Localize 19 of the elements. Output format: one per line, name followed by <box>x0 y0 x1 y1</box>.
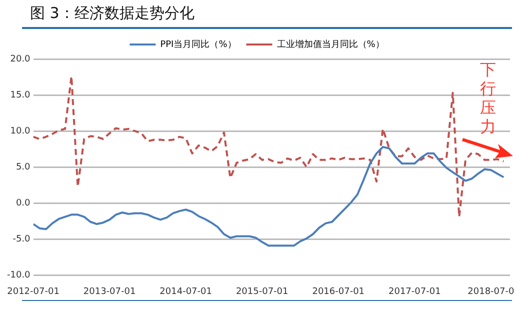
y-tick-label: 10.0 <box>10 126 31 136</box>
y-tick-label: -5.0 <box>12 234 31 245</box>
x-tick-label: 2017-07-01 <box>388 286 441 297</box>
legend-label: 工业增加值当月同比（%） <box>276 38 384 50</box>
x-tick-label: 2013-07-01 <box>83 286 136 297</box>
line-series <box>33 75 505 218</box>
y-tick-label: 20.0 <box>10 54 31 64</box>
x-tick-label: 2012-07-01 <box>7 286 60 297</box>
y-tick-label: 0.0 <box>16 198 31 208</box>
y-tick-label: 5.0 <box>16 162 31 172</box>
x-tick-label: 2014-07-01 <box>160 286 212 297</box>
chart-title: 图 3：经济数据走势分化 <box>30 4 194 23</box>
x-tick-label: 2015-07-01 <box>236 286 288 297</box>
y-tick-label: 15.0 <box>10 90 31 100</box>
legend-label: PPI当月同比（%） <box>160 38 236 50</box>
x-tick-label: 2018-07-0 <box>468 286 514 297</box>
x-tick-label: 2016-07-01 <box>312 286 365 297</box>
y-tick-label: -10.0 <box>6 270 31 281</box>
annotation: 下行压力 <box>479 60 497 136</box>
